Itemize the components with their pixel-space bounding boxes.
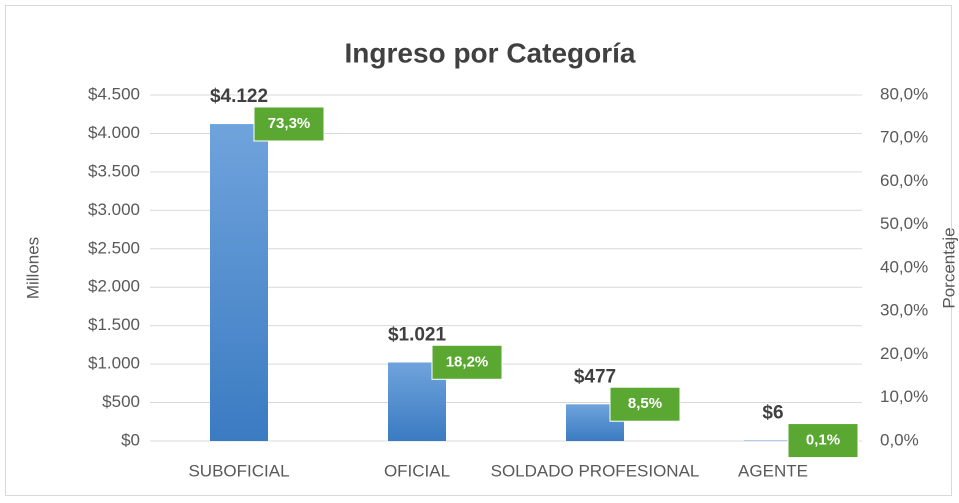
x-tick-label: SOLDADO PROFESIONAL [491, 461, 700, 480]
chart-border [5, 5, 952, 496]
y2-tick-label: 60,0% [880, 171, 928, 190]
y-tick-label: $2.500 [88, 238, 140, 257]
y-tick-label: $4.500 [88, 84, 140, 103]
percent-label: 73,3% [268, 115, 311, 132]
x-tick-label: SUBOFICIAL [188, 461, 289, 480]
y-tick-label: $1.500 [88, 315, 140, 334]
y2-tick-label: 10,0% [880, 387, 928, 406]
y2-tick-label: 70,0% [880, 128, 928, 147]
y-tick-label: $2.000 [88, 277, 140, 296]
percent-label-box [609, 386, 681, 422]
percent-label: 0,1% [806, 432, 840, 449]
value-label: $477 [574, 366, 616, 387]
y-tick-label: $3.000 [88, 200, 140, 219]
y-tick-label: $500 [102, 392, 140, 411]
y-tick-label: $4.000 [88, 123, 140, 142]
bar [210, 124, 268, 442]
percent-label-box [787, 423, 859, 459]
y2-axis-label: Porcentaje [939, 227, 958, 308]
y2-tick-label: 30,0% [880, 301, 928, 320]
y-tick-label: $1.000 [88, 354, 140, 373]
percent-label: 18,2% [446, 353, 489, 370]
percent-label: 8,5% [628, 395, 662, 412]
y2-tick-label: 80,0% [880, 84, 928, 103]
value-label: $1.021 [388, 325, 447, 346]
value-label: $4.122 [210, 86, 268, 107]
y-tick-label: $3.500 [88, 161, 140, 180]
x-tick-label: OFICIAL [384, 461, 450, 480]
y2-tick-label: 0,0% [880, 430, 919, 449]
chart-title: Ingreso por Categoría [345, 37, 636, 68]
x-tick-label: AGENTE [738, 461, 808, 480]
y2-tick-label: 50,0% [880, 214, 928, 233]
percent-label-box [253, 106, 325, 142]
y2-tick-label: 20,0% [880, 344, 928, 363]
y2-tick-label: 40,0% [880, 257, 928, 276]
value-label: $6 [762, 403, 783, 424]
y-axis-label: Millones [23, 237, 42, 299]
y-tick-label: $0 [121, 430, 140, 449]
percent-label-box [431, 344, 503, 380]
